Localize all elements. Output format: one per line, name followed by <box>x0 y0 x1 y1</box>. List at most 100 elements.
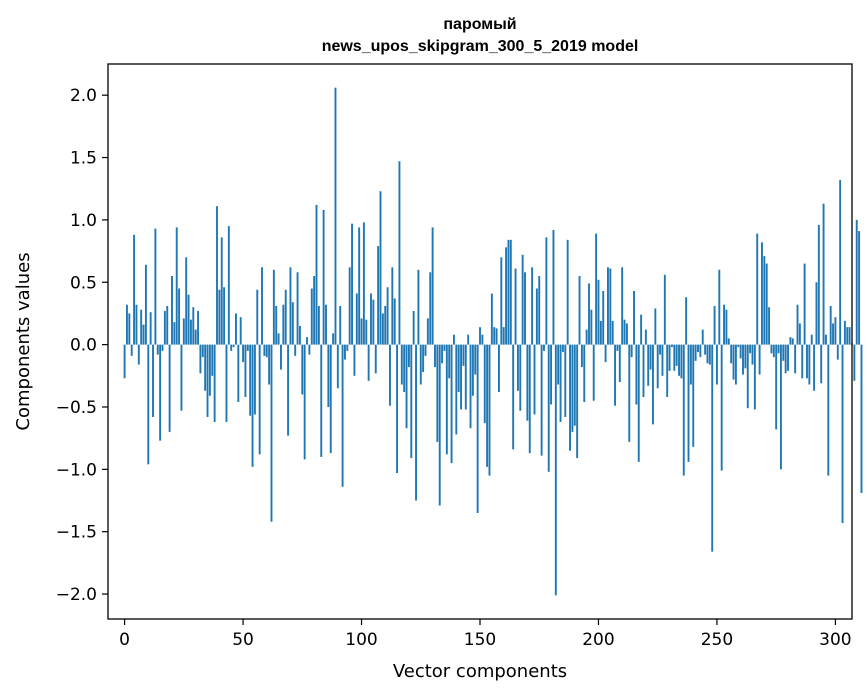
bar <box>479 327 481 345</box>
bar <box>642 344 645 397</box>
bar <box>585 329 588 345</box>
bar <box>379 191 382 345</box>
bar <box>597 279 600 345</box>
y-tick-label: −2.0 <box>56 585 97 605</box>
bar <box>509 239 512 345</box>
bar <box>789 337 792 345</box>
bar <box>500 257 503 345</box>
bar <box>237 344 240 402</box>
bar <box>644 329 647 345</box>
bar <box>277 333 280 345</box>
bar <box>133 234 136 345</box>
bar <box>322 209 325 345</box>
bar <box>533 344 536 415</box>
bar <box>768 307 771 345</box>
bar <box>249 344 252 416</box>
bar <box>398 161 401 345</box>
bar <box>552 229 555 345</box>
bar <box>701 329 704 345</box>
bar <box>313 276 316 345</box>
bar <box>694 344 697 361</box>
bar <box>298 325 301 345</box>
bar <box>147 344 150 465</box>
bar <box>251 344 254 467</box>
bar <box>168 344 171 432</box>
bar <box>436 344 439 442</box>
bar <box>258 344 261 455</box>
bar <box>564 344 567 417</box>
bar <box>130 344 133 356</box>
bars-group <box>123 87 863 596</box>
bar <box>144 264 147 345</box>
bar <box>429 272 432 345</box>
bar <box>187 294 190 345</box>
bar <box>561 344 564 353</box>
bar <box>400 344 403 385</box>
bar <box>602 290 605 345</box>
bar <box>488 344 491 476</box>
bar <box>339 305 342 345</box>
bar <box>355 293 358 345</box>
bar <box>126 304 128 345</box>
y-axis-label: Components values <box>13 252 34 430</box>
bar <box>770 344 773 354</box>
bar <box>666 344 669 397</box>
bar <box>280 344 282 370</box>
bar <box>692 344 695 447</box>
bar <box>348 267 351 345</box>
x-axis-label: Vector components <box>393 661 567 682</box>
bar <box>405 344 408 429</box>
bar <box>656 344 659 389</box>
bar <box>407 344 410 368</box>
bar <box>543 344 545 351</box>
bar <box>457 344 460 393</box>
bar <box>708 344 711 365</box>
bar <box>265 344 268 358</box>
bar <box>438 344 441 506</box>
bar <box>182 318 185 345</box>
bar <box>815 282 818 345</box>
bar <box>547 344 550 472</box>
bar <box>393 298 396 345</box>
bar <box>855 219 858 345</box>
bar <box>486 344 489 467</box>
bar <box>336 344 339 389</box>
bar <box>441 344 444 364</box>
bar <box>843 320 846 345</box>
bar <box>576 344 579 459</box>
bar <box>469 344 472 429</box>
bar <box>204 344 207 391</box>
bar <box>372 299 375 345</box>
bar <box>498 344 500 393</box>
bar <box>521 254 524 345</box>
bar <box>550 344 553 405</box>
bar <box>554 344 557 596</box>
bar <box>370 293 372 345</box>
bar <box>289 267 292 345</box>
bar <box>713 305 716 345</box>
bar <box>137 344 140 365</box>
bar <box>749 344 752 354</box>
bar <box>367 344 370 381</box>
bar <box>715 344 718 385</box>
bar <box>287 344 290 436</box>
bar <box>580 344 583 368</box>
bar <box>734 344 737 385</box>
bar <box>663 274 666 345</box>
bar <box>761 242 763 345</box>
bar <box>528 344 531 454</box>
bar <box>325 304 327 345</box>
bar <box>223 287 226 345</box>
bar <box>765 263 768 345</box>
bar <box>628 344 631 442</box>
bar <box>166 305 169 345</box>
bar <box>583 344 586 402</box>
bar <box>822 203 825 345</box>
bar <box>526 344 529 421</box>
bar <box>216 206 218 345</box>
bar <box>206 344 209 417</box>
bar <box>801 344 804 379</box>
bar <box>848 327 851 345</box>
bar <box>590 309 593 345</box>
bar <box>239 317 242 345</box>
